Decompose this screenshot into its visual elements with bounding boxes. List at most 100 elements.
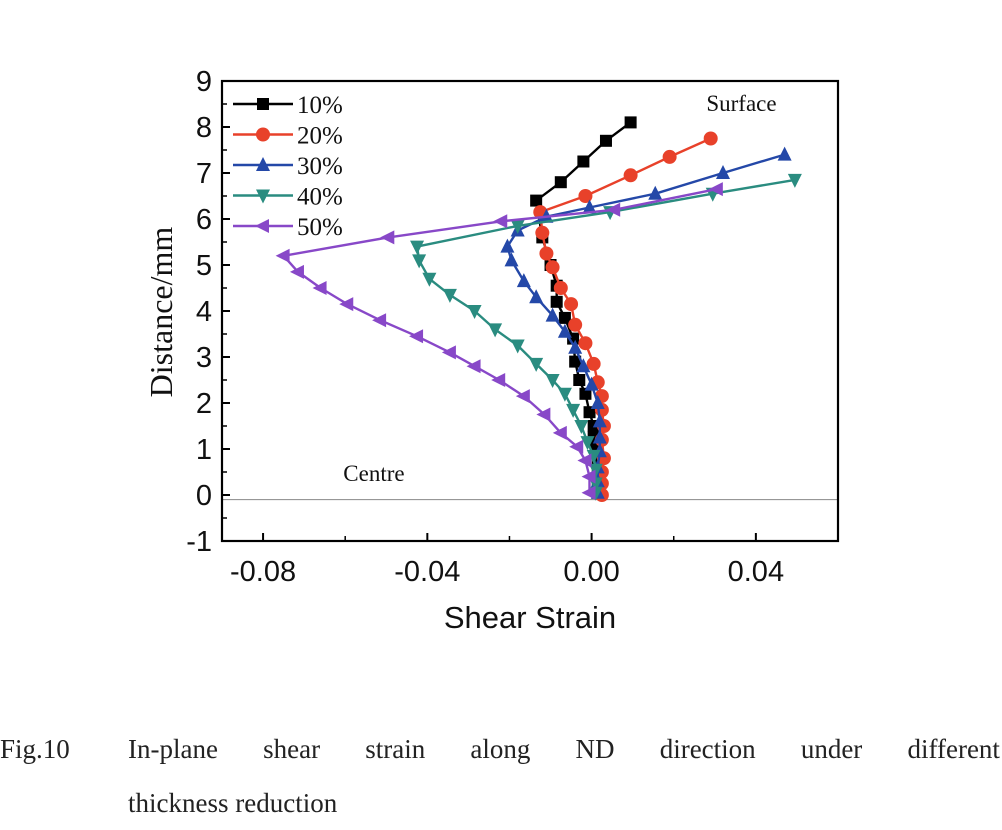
data-point <box>552 425 567 440</box>
caption-line-1: Fig.10 In-plane shear strain along ND directi… <box>0 722 1000 776</box>
data-point <box>289 264 304 279</box>
data-point <box>623 168 638 183</box>
legend-marker <box>256 157 270 171</box>
data-point <box>580 436 595 451</box>
caption-title-words: In-plane shear strain along ND direction under… <box>128 722 1000 776</box>
data-point <box>566 403 581 418</box>
x-tick-label: -0.04 <box>394 556 460 588</box>
data-point <box>466 359 481 374</box>
y-tick-label: 2 <box>196 388 212 420</box>
caption-word: shear <box>263 734 321 764</box>
data-point <box>588 463 603 478</box>
data-point <box>441 345 456 360</box>
series-40pct <box>410 173 802 501</box>
legend-marker <box>257 98 269 110</box>
y-tick-label: -1 <box>186 526 212 558</box>
y-tick-label: 3 <box>196 342 212 374</box>
data-point <box>708 182 723 197</box>
legend-label: 30% <box>297 153 343 180</box>
series-50pct <box>275 182 723 500</box>
data-point <box>491 373 506 387</box>
data-point <box>409 329 424 344</box>
caption-word: In-plane <box>128 734 218 764</box>
data-point <box>558 311 571 324</box>
legend-label: 20% <box>297 123 343 150</box>
legend-entry: 50% <box>233 214 343 241</box>
data-point <box>787 173 802 188</box>
legend-entry: 10% <box>233 92 343 119</box>
data-point <box>275 248 290 263</box>
data-point <box>557 387 572 402</box>
data-point <box>568 317 583 332</box>
data-point <box>577 155 590 168</box>
data-point <box>442 288 457 303</box>
series-line <box>282 187 718 493</box>
data-point <box>545 307 560 322</box>
data-point <box>590 395 605 409</box>
y-tick-label: 5 <box>196 250 212 282</box>
data-point <box>578 189 593 203</box>
data-point <box>510 339 525 354</box>
data-point <box>592 429 607 444</box>
annotation-centre: Centre <box>343 461 404 486</box>
caption-word: direction <box>659 734 756 764</box>
data-point <box>586 449 601 464</box>
data-point <box>648 185 663 200</box>
x-tick-label: 0.04 <box>728 556 784 588</box>
legend-marker <box>256 189 270 204</box>
data-point <box>579 387 592 400</box>
data-point <box>569 439 584 454</box>
data-point <box>577 453 592 468</box>
data-point <box>530 194 543 207</box>
data-point <box>573 374 586 386</box>
data-point <box>467 305 482 319</box>
data-point <box>535 225 550 240</box>
data-point <box>504 252 519 267</box>
tick-layer: -0.08 -0.04 0.00 0.04 -1 0 1 2 3 4 5 6 7 8 9 <box>186 66 784 588</box>
data-point <box>583 406 596 419</box>
data-point <box>545 374 560 388</box>
data-point <box>662 149 677 164</box>
data-point <box>339 297 354 312</box>
y-tick-label: 0 <box>196 480 212 512</box>
data-point <box>557 323 572 338</box>
legend-label: 50% <box>297 214 343 241</box>
legend-entry: 40% <box>233 184 343 211</box>
data-point <box>554 176 567 189</box>
y-axis-label: Distance/mm <box>143 227 179 398</box>
caption-line-2: thickness reduction <box>128 788 338 818</box>
caption-word: strain <box>365 734 426 764</box>
caption-word: different <box>907 734 1000 764</box>
data-point <box>569 355 582 368</box>
data-point <box>777 146 792 161</box>
data-point <box>312 281 327 295</box>
data-point <box>576 358 591 373</box>
data-point <box>372 313 387 328</box>
data-point <box>488 323 503 338</box>
y-tick-label: 1 <box>196 434 212 466</box>
data-point <box>536 407 551 422</box>
data-point <box>581 485 596 500</box>
data-point <box>412 254 427 269</box>
data-point <box>716 165 731 179</box>
annotation-layer: Surface Centre <box>343 91 776 486</box>
data-point <box>581 469 596 484</box>
annotation-surface: Surface <box>706 91 776 116</box>
data-point <box>599 134 612 147</box>
x-tick-label: 0.00 <box>563 556 619 588</box>
data-point <box>493 214 508 229</box>
data-point <box>582 199 597 214</box>
data-point <box>584 376 599 391</box>
legend-entry: 30% <box>233 153 343 180</box>
y-tick-label: 4 <box>196 296 212 328</box>
data-point <box>553 281 568 295</box>
y-tick-label: 9 <box>196 66 212 98</box>
caption-word: ND <box>575 734 615 764</box>
y-tick-label: 7 <box>196 158 212 190</box>
legend-label: 10% <box>297 92 343 119</box>
legend-label: 40% <box>297 184 343 211</box>
x-axis-label: Shear Strain <box>444 600 616 635</box>
data-point <box>529 357 544 372</box>
data-point <box>703 131 718 146</box>
caption-word: under <box>800 734 863 764</box>
